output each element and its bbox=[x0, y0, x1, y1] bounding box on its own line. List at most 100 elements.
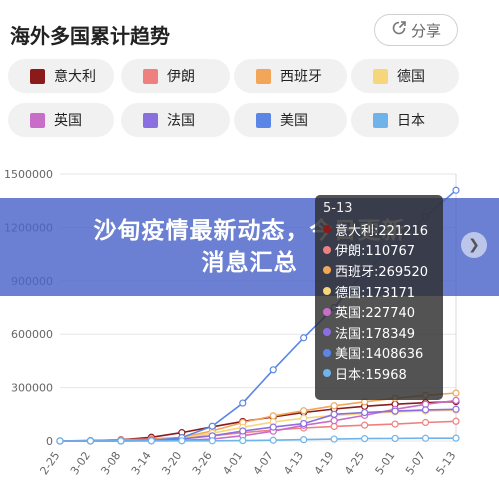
legend-swatch bbox=[30, 68, 45, 84]
x-tick-label: 3-26 bbox=[190, 449, 215, 477]
data-point bbox=[239, 436, 247, 445]
data-point bbox=[208, 422, 216, 430]
legend-swatch bbox=[256, 68, 271, 84]
tooltip-row: 伊朗:110767 bbox=[323, 240, 435, 261]
data-point bbox=[56, 437, 64, 445]
tooltip-dot bbox=[323, 348, 331, 357]
data-point bbox=[117, 437, 125, 445]
tooltip-text: 英国:227740 bbox=[335, 306, 416, 322]
tooltip-row: 英国:227740 bbox=[323, 301, 435, 322]
data-point bbox=[300, 436, 308, 444]
x-tick-label: 5-07 bbox=[403, 449, 428, 477]
legend-swatch bbox=[30, 112, 45, 128]
data-point bbox=[361, 435, 369, 443]
data-point bbox=[330, 435, 338, 443]
data-point bbox=[330, 402, 338, 410]
legend-label: 英国 bbox=[54, 113, 82, 129]
x-tick-label: 3-02 bbox=[68, 449, 93, 477]
data-point bbox=[300, 407, 308, 415]
legend-label: 伊朗 bbox=[167, 69, 195, 85]
data-point bbox=[421, 406, 430, 414]
tooltip-dot bbox=[323, 245, 331, 254]
legend-item[interactable]: 英国 bbox=[8, 103, 114, 137]
legend-label: 德国 bbox=[397, 69, 425, 85]
x-tick-label: 5-13 bbox=[433, 449, 458, 477]
tooltip-dot bbox=[323, 369, 331, 378]
tooltip-row: 意大利:221216 bbox=[323, 219, 435, 240]
tooltip-text: 德国:173171 bbox=[335, 285, 416, 301]
tooltip-text: 西班牙:269520 bbox=[335, 264, 429, 280]
banner-title-line2: 消息汇总 bbox=[201, 250, 298, 276]
legend-item[interactable]: 西班牙 bbox=[234, 59, 347, 93]
data-point bbox=[208, 437, 216, 445]
data-point bbox=[452, 396, 460, 405]
x-tick-label: 3-08 bbox=[98, 449, 123, 477]
y-tick-label: 600000 bbox=[11, 328, 53, 341]
x-tick-label: 3-14 bbox=[129, 449, 154, 477]
data-point bbox=[421, 434, 430, 442]
data-point bbox=[421, 418, 430, 427]
tooltip-dot bbox=[323, 225, 331, 234]
chart-tooltip: 5-13 意大利:221216 伊朗:110767 西班牙:269520 德国:173… bbox=[315, 195, 443, 400]
legend-item[interactable]: 法国 bbox=[121, 103, 230, 137]
data-point bbox=[239, 427, 247, 435]
legend-label: 日本 bbox=[397, 113, 425, 129]
legend-swatch bbox=[143, 112, 158, 128]
tooltip-text: 法国:178349 bbox=[335, 326, 416, 342]
y-tick-label: 300000 bbox=[11, 382, 53, 395]
series-line bbox=[59, 420, 457, 442]
data-point bbox=[269, 412, 277, 420]
x-tick-label: 4-07 bbox=[251, 449, 276, 477]
legend-label: 意大利 bbox=[54, 69, 96, 85]
tooltip-row: 日本:15968 bbox=[323, 363, 435, 384]
data-point bbox=[147, 437, 155, 445]
legend-label: 法国 bbox=[167, 113, 195, 129]
x-tick-label: 4-01 bbox=[220, 449, 245, 477]
tooltip-dot bbox=[323, 328, 331, 337]
data-point bbox=[361, 408, 369, 417]
legend-label: 美国 bbox=[280, 113, 308, 129]
data-point bbox=[391, 434, 399, 443]
x-tick-label: 4-13 bbox=[281, 449, 306, 477]
tooltip-row: 德国:173171 bbox=[323, 281, 435, 302]
series-line bbox=[60, 437, 456, 442]
data-point bbox=[452, 389, 460, 397]
data-point bbox=[391, 407, 399, 415]
legend-item[interactable]: 美国 bbox=[234, 103, 347, 137]
legend-item[interactable]: 德国 bbox=[351, 59, 459, 93]
y-tick-label: 1500000 bbox=[4, 168, 53, 181]
chevron-right-icon[interactable]: ❯ bbox=[461, 232, 487, 258]
legend-swatch bbox=[373, 68, 388, 84]
x-tick-label: 5-01 bbox=[373, 449, 398, 477]
data-point bbox=[239, 399, 247, 407]
legend-item[interactable]: 意大利 bbox=[8, 59, 114, 93]
x-tick-label: 4-25 bbox=[342, 449, 367, 477]
tooltip-text: 日本:15968 bbox=[335, 367, 407, 383]
legend-swatch bbox=[256, 112, 271, 128]
data-point bbox=[452, 405, 460, 413]
tooltip-row: 法国:178349 bbox=[323, 322, 435, 343]
share-button[interactable]: 分享 bbox=[374, 14, 458, 46]
legend-swatch bbox=[143, 68, 158, 84]
data-point bbox=[269, 423, 277, 431]
tooltip-dot bbox=[323, 287, 331, 296]
data-point bbox=[452, 186, 460, 194]
x-tick-label: 3-20 bbox=[159, 449, 184, 477]
data-point bbox=[452, 417, 460, 425]
data-point bbox=[178, 437, 186, 445]
tooltip-text: 意大利:221216 bbox=[335, 223, 429, 239]
data-point bbox=[269, 436, 277, 444]
legend-item[interactable]: 日本 bbox=[351, 103, 459, 137]
legend-item[interactable]: 伊朗 bbox=[121, 59, 230, 93]
data-point bbox=[269, 366, 277, 374]
data-point bbox=[330, 410, 338, 418]
page-title: 海外多国累计趋势 bbox=[10, 24, 170, 48]
legend-swatch bbox=[373, 112, 388, 128]
data-point bbox=[361, 421, 369, 429]
tooltip-date: 5-13 bbox=[323, 201, 353, 216]
tooltip-text: 美国:1408636 bbox=[335, 347, 424, 363]
tooltip-dot bbox=[323, 266, 331, 275]
x-tick-label: 2-25 bbox=[37, 449, 62, 477]
data-point bbox=[330, 417, 338, 425]
share-label: 分享 bbox=[410, 21, 441, 40]
